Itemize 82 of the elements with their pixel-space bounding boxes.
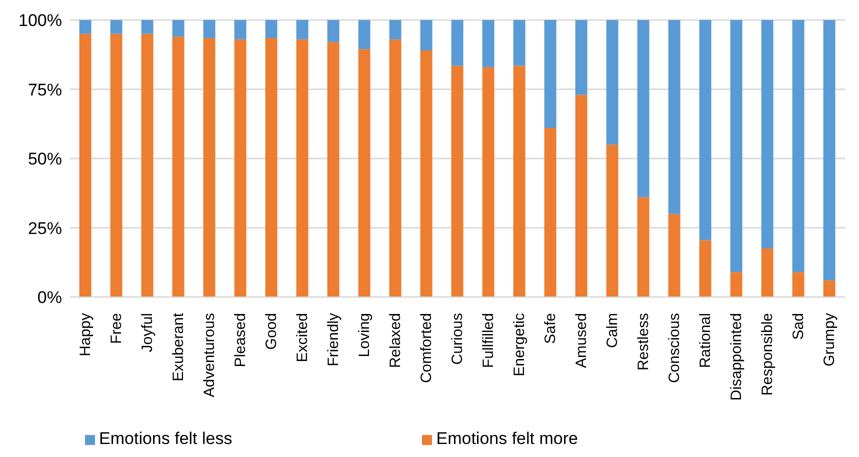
x-tick-label: Fullfilled <box>480 313 497 368</box>
x-tick-label: Safe <box>542 313 559 344</box>
bar <box>110 20 122 34</box>
bar <box>668 214 680 297</box>
x-tick-label: Amused <box>573 313 590 368</box>
bar <box>575 94 588 297</box>
x-tick-label: Responsible <box>759 313 776 396</box>
bar <box>699 240 712 297</box>
bar <box>420 50 432 297</box>
x-tick-label: Pleased <box>232 313 249 368</box>
bar <box>358 49 370 297</box>
bar <box>761 20 774 249</box>
x-tick-label: Good <box>263 313 280 350</box>
bar <box>327 42 340 297</box>
y-tick-label: 75% <box>28 80 62 100</box>
y-tick-label: 25% <box>28 218 62 238</box>
bar <box>172 36 184 297</box>
bar <box>730 20 742 272</box>
x-tick-label: Happy <box>77 312 94 356</box>
bar <box>451 20 464 66</box>
bar <box>172 20 184 37</box>
x-tick-label: Energetic <box>511 312 528 376</box>
x-tick-label: Rational <box>697 313 714 368</box>
bar <box>668 20 680 214</box>
x-tick-label: Curious <box>449 313 466 365</box>
x-tick-label: Loving <box>356 313 373 358</box>
bar <box>730 272 742 297</box>
x-tick-label: Conscious <box>666 313 683 384</box>
y-tick-label: 50% <box>28 150 62 169</box>
x-tick-label: Exuberant <box>170 312 187 382</box>
bar <box>606 20 618 145</box>
legend-label: Emotions felt more <box>436 429 578 448</box>
bar <box>203 38 216 297</box>
bar <box>420 20 432 50</box>
bar <box>792 20 804 272</box>
bar <box>451 66 464 297</box>
x-tick-label: Adventurous <box>201 313 218 398</box>
bar <box>79 20 92 34</box>
bar <box>544 128 556 297</box>
x-tick-label: Calm <box>604 313 621 348</box>
bar <box>544 20 556 128</box>
bar <box>327 20 340 42</box>
bar <box>265 38 278 297</box>
y-tick-label: 0% <box>37 288 62 308</box>
bar <box>358 20 370 50</box>
bar <box>141 34 154 297</box>
bar <box>823 280 836 297</box>
bar <box>482 20 494 68</box>
bar <box>141 20 154 34</box>
x-tick-label: Comforted <box>418 313 435 384</box>
bar <box>513 66 526 297</box>
bar <box>79 34 92 297</box>
bar <box>296 39 308 297</box>
bar <box>606 144 618 297</box>
bar <box>203 20 216 38</box>
bar <box>234 39 246 297</box>
x-tick-label: Excited <box>294 313 311 362</box>
y-tick-label: 100% <box>18 11 62 30</box>
bar <box>699 20 712 240</box>
bar <box>761 248 774 297</box>
x-tick-label: Disappointed <box>728 313 745 401</box>
bar <box>575 20 588 95</box>
x-tick-label: Joyful <box>139 313 156 352</box>
legend-label: Emotions felt less <box>99 429 232 448</box>
x-tick-label: Restless <box>635 313 652 371</box>
bar <box>389 20 402 40</box>
bar <box>792 272 804 297</box>
bar <box>389 39 402 297</box>
bar <box>637 20 650 198</box>
bar <box>110 34 122 297</box>
bar <box>296 20 308 40</box>
x-tick-label: Friendly <box>325 312 342 366</box>
x-tick-label: Free <box>108 313 125 344</box>
bar <box>234 20 246 40</box>
x-tick-label: Relaxed <box>387 313 404 368</box>
bar <box>637 197 650 297</box>
bar <box>482 67 494 297</box>
bar <box>265 20 278 38</box>
bar <box>513 20 526 66</box>
x-tick-label: Sad <box>790 313 807 340</box>
x-tick-label: Grumpy <box>821 312 838 366</box>
bar <box>823 20 836 280</box>
